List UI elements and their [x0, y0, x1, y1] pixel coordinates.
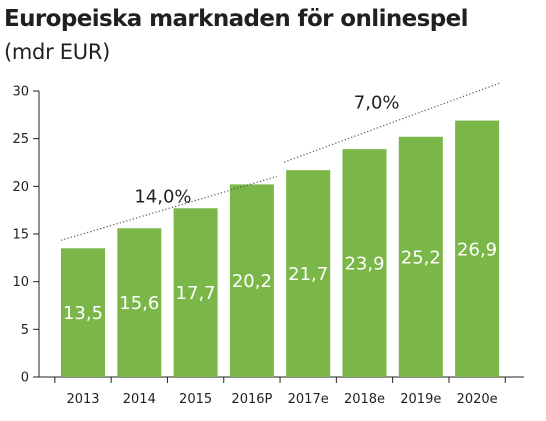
y-tick-label: 30: [12, 85, 29, 100]
bar-2020e: [455, 120, 500, 377]
y-tick-label: 15: [12, 228, 29, 243]
x-tick-label: 2016P: [231, 392, 272, 407]
y-tick-label: 25: [12, 132, 29, 147]
bar-value-label: 17,7: [176, 283, 216, 304]
bar-2019e: [398, 136, 443, 377]
bar-2016P: [229, 184, 274, 377]
bar-value-label: 13,5: [63, 303, 103, 324]
x-tick-label: 2015: [179, 392, 212, 407]
bar-value-label: 21,7: [288, 264, 328, 285]
y-tick-label: 0: [21, 371, 29, 386]
y-tick-label: 20: [12, 180, 29, 195]
growth-rate-label: 7,0%: [354, 92, 400, 113]
bar-value-label: 23,9: [344, 254, 384, 275]
bar-value-label: 15,6: [119, 293, 159, 314]
chart-subtitle: (mdr EUR): [4, 40, 111, 64]
growth-trend-line: [283, 81, 502, 163]
x-tick-label: 2017e: [288, 392, 329, 407]
x-tick-label: 2020e: [457, 392, 498, 407]
bar-2018e: [342, 149, 387, 377]
y-tick-label: 5: [21, 323, 29, 338]
bar-value-label: 26,9: [457, 239, 497, 260]
x-tick-label: 2014: [123, 392, 156, 407]
bar-2014: [117, 228, 162, 377]
x-tick-label: 2018e: [344, 392, 385, 407]
x-tick-label: 2013: [66, 392, 99, 407]
bar-2013: [61, 248, 105, 377]
chart-title: Europeiska marknaden för onlinespel: [4, 6, 468, 32]
bar-value-label: 25,2: [401, 247, 441, 268]
y-tick-label: 10: [12, 275, 29, 290]
x-tick-label: 2019e: [400, 392, 441, 407]
bar-value-label: 20,2: [232, 271, 272, 292]
bar-2015: [173, 208, 218, 377]
growth-rate-label: 14,0%: [134, 186, 191, 207]
bar-2017e: [286, 170, 331, 377]
growth-trend-line: [60, 175, 278, 241]
